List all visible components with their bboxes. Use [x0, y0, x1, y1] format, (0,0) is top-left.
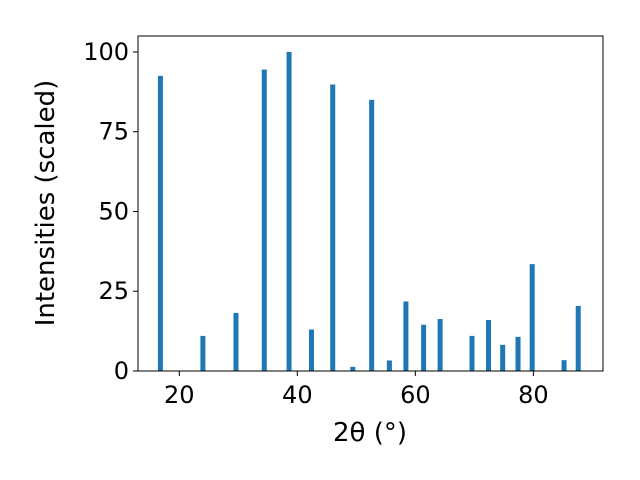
- y-tick-label: 50: [98, 197, 129, 225]
- bar: [200, 335, 206, 371]
- bar: [437, 319, 443, 371]
- bar: [386, 360, 392, 371]
- bar: [286, 51, 292, 371]
- bar: [561, 360, 567, 371]
- bar: [421, 324, 427, 371]
- bar: [403, 301, 409, 371]
- y-tick-label: 25: [98, 277, 129, 305]
- bar: [575, 305, 581, 371]
- x-tick-label: 20: [164, 381, 195, 409]
- x-axis: 20 40 60 80: [164, 371, 549, 409]
- bar: [469, 335, 475, 371]
- y-tick-label: 0: [114, 357, 129, 385]
- bar: [350, 366, 356, 371]
- bar: [233, 312, 239, 371]
- x-tick-label: 40: [282, 381, 313, 409]
- bar: [308, 329, 314, 371]
- bar: [157, 75, 163, 371]
- bar: [500, 344, 506, 371]
- bar: [486, 319, 492, 371]
- bars-group: [157, 51, 581, 371]
- x-tick-label: 60: [400, 381, 431, 409]
- x-axis-label: 2θ (°): [333, 418, 407, 448]
- bar: [515, 336, 521, 371]
- bar: [369, 99, 375, 371]
- y-tick-label: 100: [83, 38, 129, 66]
- y-tick-label: 75: [98, 118, 129, 146]
- bar: [330, 84, 336, 371]
- y-axis: 0 25 50 75 100: [83, 38, 138, 385]
- x-tick-label: 80: [518, 381, 549, 409]
- plot-frame: [137, 35, 604, 372]
- bar: [529, 264, 535, 371]
- bar: [261, 69, 267, 371]
- y-axis-label: Intensities (scaled): [31, 80, 61, 327]
